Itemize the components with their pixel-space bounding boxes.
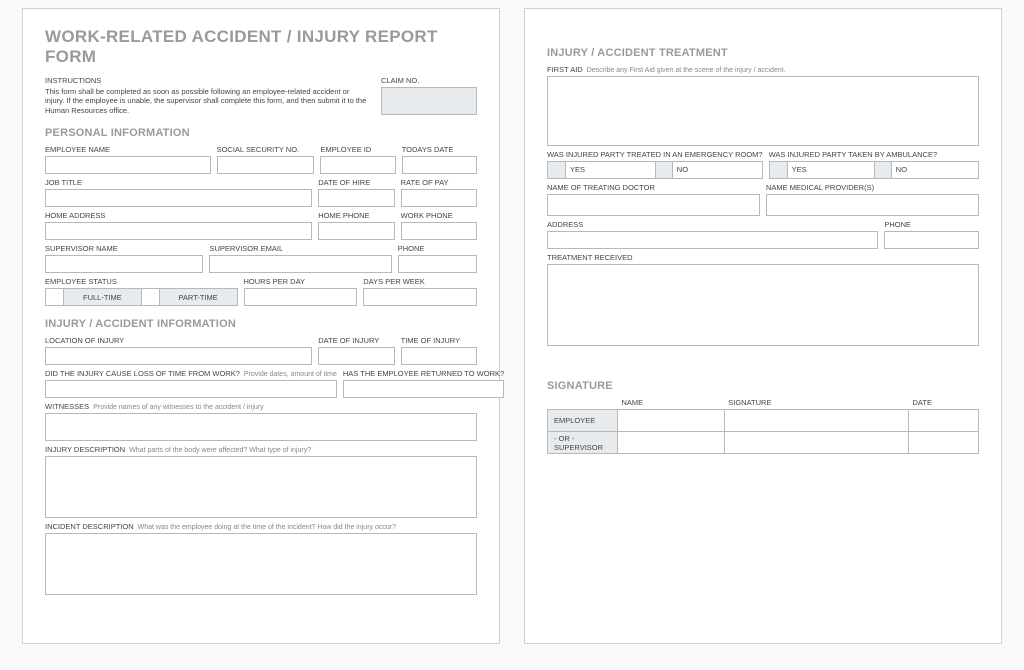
provider-field[interactable] bbox=[766, 194, 979, 216]
hours-per-day-label: HOURS PER DAY bbox=[244, 277, 358, 286]
employee-id-field[interactable] bbox=[320, 156, 395, 174]
time-of-injury-label: TIME OF INJURY bbox=[401, 336, 477, 345]
ambulance-yesno: YES NO bbox=[769, 161, 979, 179]
date-of-hire-label: DATE OF HIRE bbox=[318, 178, 394, 187]
days-per-week-field[interactable] bbox=[363, 288, 477, 306]
amb-yes-label: YES bbox=[788, 162, 874, 178]
sig-employee-label: EMPLOYEE bbox=[548, 410, 618, 432]
home-address-field[interactable] bbox=[45, 222, 312, 240]
home-phone-field[interactable] bbox=[318, 222, 394, 240]
date-of-hire-field[interactable] bbox=[318, 189, 394, 207]
date-of-injury-label: DATE OF INJURY bbox=[318, 336, 394, 345]
form-title: WORK-RELATED ACCIDENT / INJURY REPORT FO… bbox=[45, 27, 477, 66]
returned-label: HAS THE EMPLOYEE RETURNED TO WORK? bbox=[343, 369, 504, 378]
injury-desc-label: INJURY DESCRIPTIONWhat parts of the body… bbox=[45, 445, 477, 454]
form-page-2: INJURY / ACCIDENT TREATMENT FIRST AIDDes… bbox=[524, 8, 1002, 644]
parttime-label: PART-TIME bbox=[160, 289, 237, 305]
sig-name-header: NAME bbox=[618, 398, 725, 410]
sig-supervisor-date[interactable] bbox=[909, 432, 979, 454]
er-yesno: YES NO bbox=[547, 161, 763, 179]
er-yes-checkbox[interactable] bbox=[548, 162, 566, 178]
doctor-label: NAME OF TREATING DOCTOR bbox=[547, 183, 760, 192]
instructions-label: INSTRUCTIONS bbox=[45, 76, 369, 85]
incident-desc-label: INCIDENT DESCRIPTIONWhat was the employe… bbox=[45, 522, 477, 531]
rate-of-pay-label: RATE OF PAY bbox=[401, 178, 477, 187]
amb-no-checkbox[interactable] bbox=[874, 162, 892, 178]
amb-no-label: NO bbox=[892, 162, 978, 178]
sig-supervisor-name[interactable] bbox=[618, 432, 725, 454]
section-signature: SIGNATURE bbox=[547, 380, 979, 392]
parttime-checkbox[interactable] bbox=[142, 289, 160, 305]
supervisor-name-field[interactable] bbox=[45, 255, 203, 273]
treatment-received-label: TREATMENT RECEIVED bbox=[547, 253, 979, 262]
signature-table: NAME SIGNATURE DATE EMPLOYEE - OR - SUPE… bbox=[547, 398, 979, 454]
incident-desc-field[interactable] bbox=[45, 533, 477, 595]
witnesses-field[interactable] bbox=[45, 413, 477, 441]
sig-date-header: DATE bbox=[909, 398, 979, 410]
first-aid-field[interactable] bbox=[547, 76, 979, 146]
er-question-label: WAS INJURED PARTY TREATED IN AN EMERGENC… bbox=[547, 150, 763, 159]
ssn-field[interactable] bbox=[217, 156, 315, 174]
injury-desc-field[interactable] bbox=[45, 456, 477, 518]
sig-supervisor-label: - OR - SUPERVISOR bbox=[548, 432, 618, 454]
job-title-field[interactable] bbox=[45, 189, 312, 207]
phone-field[interactable] bbox=[398, 255, 477, 273]
sig-employee-name[interactable] bbox=[618, 410, 725, 432]
witnesses-label: WITNESSESProvide names of any witnesses … bbox=[45, 402, 477, 411]
work-phone-field[interactable] bbox=[401, 222, 477, 240]
work-phone-label: WORK PHONE bbox=[401, 211, 477, 220]
er-no-checkbox[interactable] bbox=[655, 162, 673, 178]
employee-status-group: FULL-TIME PART-TIME bbox=[45, 288, 238, 306]
todays-date-label: TODAYS DATE bbox=[402, 145, 477, 154]
employee-id-label: EMPLOYEE ID bbox=[320, 145, 395, 154]
er-no-label: NO bbox=[673, 162, 762, 178]
claim-no-field[interactable] bbox=[381, 87, 477, 115]
phone2-field[interactable] bbox=[884, 231, 979, 249]
fulltime-label: FULL-TIME bbox=[64, 289, 142, 305]
provider-label: NAME MEDICAL PROVIDER(S) bbox=[766, 183, 979, 192]
sig-signature-header: SIGNATURE bbox=[724, 398, 908, 410]
sig-supervisor-signature[interactable] bbox=[724, 432, 908, 454]
sig-employee-date[interactable] bbox=[909, 410, 979, 432]
form-page-1: WORK-RELATED ACCIDENT / INJURY REPORT FO… bbox=[22, 8, 500, 644]
sig-employee-signature[interactable] bbox=[724, 410, 908, 432]
time-of-injury-field[interactable] bbox=[401, 347, 477, 365]
loss-of-time-field[interactable] bbox=[45, 380, 337, 398]
employee-name-field[interactable] bbox=[45, 156, 211, 174]
section-treatment: INJURY / ACCIDENT TREATMENT bbox=[547, 47, 979, 59]
phone-label: PHONE bbox=[398, 244, 477, 253]
rate-of-pay-field[interactable] bbox=[401, 189, 477, 207]
date-of-injury-field[interactable] bbox=[318, 347, 394, 365]
home-phone-label: HOME PHONE bbox=[318, 211, 394, 220]
section-injury: INJURY / ACCIDENT INFORMATION bbox=[45, 318, 477, 330]
loss-of-time-label: DID THE INJURY CAUSE LOSS OF TIME FROM W… bbox=[45, 369, 337, 378]
location-field[interactable] bbox=[45, 347, 312, 365]
returned-field[interactable] bbox=[343, 380, 504, 398]
ssn-label: SOCIAL SECURITY NO. bbox=[217, 145, 315, 154]
treatment-received-field[interactable] bbox=[547, 264, 979, 346]
fulltime-checkbox[interactable] bbox=[46, 289, 64, 305]
supervisor-name-label: SUPERVISOR NAME bbox=[45, 244, 203, 253]
address-field[interactable] bbox=[547, 231, 878, 249]
home-address-label: HOME ADDRESS bbox=[45, 211, 312, 220]
supervisor-email-label: SUPERVISOR EMAIL bbox=[209, 244, 391, 253]
instructions-text: This form shall be completed as soon as … bbox=[45, 87, 369, 115]
amb-yes-checkbox[interactable] bbox=[770, 162, 788, 178]
ambulance-question-label: WAS INJURED PARTY TAKEN BY AMBULANCE? bbox=[769, 150, 979, 159]
location-label: LOCATION OF INJURY bbox=[45, 336, 312, 345]
doctor-field[interactable] bbox=[547, 194, 760, 216]
hours-per-day-field[interactable] bbox=[244, 288, 358, 306]
employee-status-label: EMPLOYEE STATUS bbox=[45, 277, 238, 286]
claim-no-label: CLAIM NO. bbox=[381, 76, 477, 85]
section-personal: PERSONAL INFORMATION bbox=[45, 127, 477, 139]
phone2-label: PHONE bbox=[884, 220, 979, 229]
supervisor-email-field[interactable] bbox=[209, 255, 391, 273]
er-yes-label: YES bbox=[566, 162, 655, 178]
address-label: ADDRESS bbox=[547, 220, 878, 229]
job-title-label: JOB TITLE bbox=[45, 178, 312, 187]
employee-name-label: EMPLOYEE NAME bbox=[45, 145, 211, 154]
days-per-week-label: DAYS PER WEEK bbox=[363, 277, 477, 286]
todays-date-field[interactable] bbox=[402, 156, 477, 174]
first-aid-label: FIRST AIDDescribe any First Aid given at… bbox=[547, 65, 979, 74]
